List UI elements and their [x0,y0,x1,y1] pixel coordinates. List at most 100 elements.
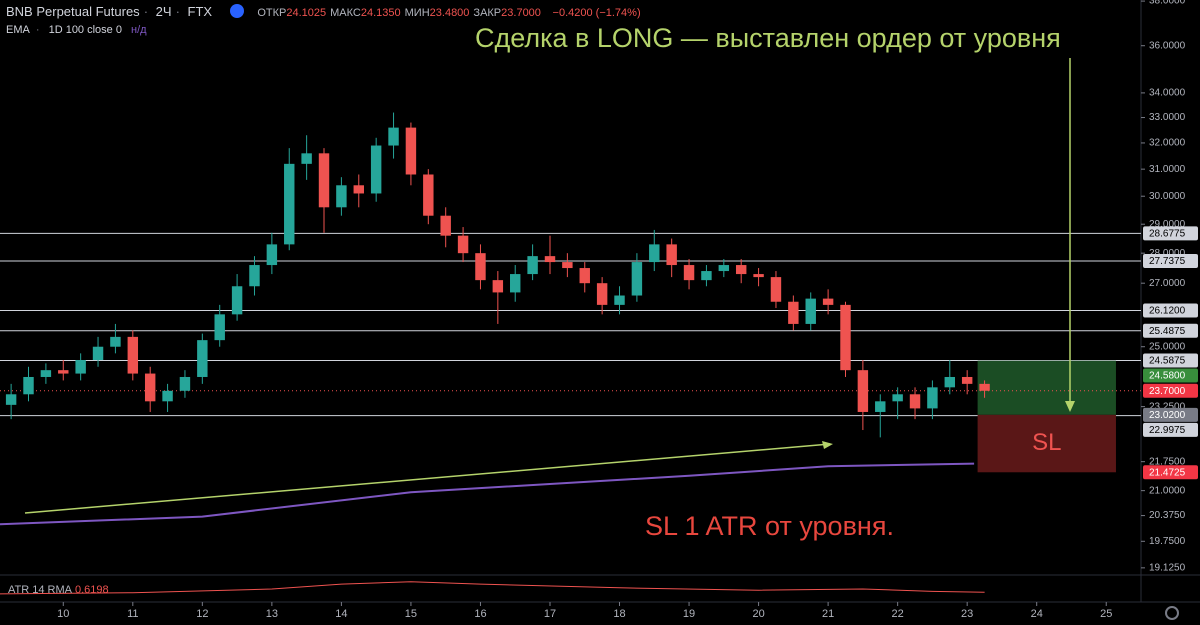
x-tick-label: 11 [127,608,138,620]
ohlc-value: 23.4800 [429,7,470,19]
price-label: 21.4725 [1149,467,1186,478]
x-tick-label: 19 [683,608,695,620]
candle-body [40,370,52,377]
candle-body [336,185,347,208]
candle-body [162,390,173,402]
y-tick-label: 25.0000 [1149,341,1186,352]
candle-body [492,280,504,293]
candle-body [318,153,330,208]
candle-body [58,370,69,374]
candle-body [979,383,990,391]
candle-body [475,253,486,281]
x-tick-label: 14 [335,608,347,620]
candle-body [23,376,34,395]
ohlc-label: ЗАКР [473,7,502,19]
replay-icon[interactable] [229,4,244,18]
candle-body [197,340,208,377]
y-tick-label: 34.0000 [1149,88,1186,99]
exchange: FTX [187,4,213,19]
candle-body [961,376,973,384]
y-tick-label: 19.7500 [1149,536,1186,547]
candle-body [649,244,660,263]
candle-body [284,163,295,245]
price-label-box [1143,422,1198,437]
y-tick-label: 32.0000 [1149,138,1186,149]
candle-body [562,262,573,269]
annotation: Сделка в LONG — выставлен ордер от уровн… [475,23,1061,53]
candle-body [875,401,886,412]
y-tick-label: 27.0000 [1149,278,1186,289]
price-label: 26.1200 [1149,306,1186,317]
y-tick-label: 30.0000 [1149,191,1186,202]
ohlc-label: ОТКР [257,7,287,19]
y-tick-label: 38.0000 [1149,0,1186,7]
candle-body [701,271,712,281]
price-label-box [1143,368,1198,383]
x-tick-label: 10 [57,608,69,620]
y-tick-label: 33.0000 [1149,112,1186,123]
candle-body [457,235,469,254]
candle-body [683,265,695,281]
candle-body [92,346,104,361]
candle-body [75,360,86,374]
candle-body [805,298,816,324]
price-label: 22.9975 [1149,425,1186,436]
candle-body [631,262,643,296]
ohlc-value: 24.1350 [360,7,401,19]
ohlc-value: 24.1025 [286,7,327,19]
y-tick-label: 23.2500 [1149,401,1186,412]
candle-body [666,244,677,266]
y-tick-label: 29.0000 [1149,219,1186,230]
candle-body [440,215,451,236]
arrow-head [1065,401,1075,412]
interval: 2Ч [155,4,172,19]
y-tick-label: 20.3750 [1149,510,1186,521]
candle-body [5,394,17,405]
indicator-name: EMA [6,24,30,36]
change: −0.4200 (−1.74%) [552,7,641,19]
ohlc-value: 23.7000 [501,7,541,19]
atr-value: 0.6198 [75,584,109,596]
x-tick-label: 16 [474,608,486,620]
candle-body [770,277,782,302]
y-tick-label: 21.0000 [1149,485,1186,496]
price-label: 23.0200 [1149,410,1186,421]
price-label-box [1143,353,1198,368]
trend-arrow [24,443,831,514]
settings-icon[interactable] [1165,606,1179,620]
x-tick-label: 23 [961,608,973,620]
sl-label: SL [1032,429,1061,456]
candle-body [231,286,243,315]
candle-body [301,153,312,164]
indicator-params: 1D 100 close 0 [48,24,122,36]
candle-body [353,185,364,194]
price-label-box [1143,226,1198,241]
candle-body [249,265,260,287]
candle-body [753,274,764,278]
candle-body [596,283,608,305]
annotation: SL 1 ATR от уровня. [645,511,894,541]
loss-zone [977,414,1116,473]
price-label-box [1143,303,1198,318]
atr-name: ATR 14 RMA [8,584,73,596]
y-tick-label: 19.1250 [1149,562,1186,573]
candle-body [370,145,382,194]
atr-line [0,581,985,595]
y-tick-label: 36.0000 [1149,40,1186,51]
candle-body [110,336,121,347]
candle-body [388,127,399,146]
candle-body [579,268,590,284]
x-tick-label: 15 [405,608,417,620]
ema-line [0,462,975,526]
price-label-box [1143,465,1198,480]
candle-body [527,256,538,275]
y-tick-label: 28.0000 [1149,248,1186,259]
price-label: 23.7000 [1149,386,1186,397]
candle-body [892,394,903,402]
symbol: BNB Perpetual Futures [6,4,140,19]
price-label-box [1143,323,1198,338]
arrow-head [822,441,833,449]
